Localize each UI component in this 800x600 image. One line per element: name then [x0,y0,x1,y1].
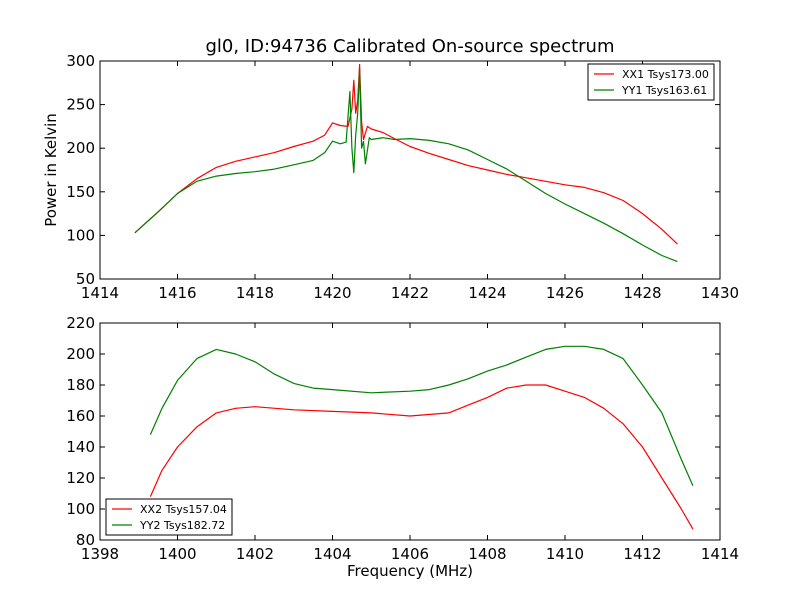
x-tick-label: 1424 [468,284,506,302]
y-tick-label: 200 [66,345,95,363]
bottom-subplot: 1398 1400 1402 1404 1406 1408 1410 1412 1414 80 10… [66,314,739,580]
legend-entry: YY1 Tsys163.61 [621,84,707,97]
x-tick-label: 1406 [391,545,429,563]
x-tick-label: 1414 [701,545,739,563]
y-tick-label: 100 [66,226,95,244]
y-tick-label: 180 [66,376,95,394]
legend: XX1 Tsys173.00 YY1 Tsys163.61 [587,63,715,101]
x-tick-label: 1422 [391,284,429,302]
x-tick-label: 1426 [546,284,584,302]
y-tick-label: 100 [66,500,95,518]
legend-entry: XX1 Tsys173.00 [622,68,709,81]
series-line-2 [134,69,678,263]
legend-entry: XX2 Tsys157.04 [140,503,227,516]
x-tick-label: 1420 [313,284,351,302]
figure-title: gl0, ID:94736 Calibrated On-source spect… [205,36,614,57]
x-tick-label: 1400 [158,545,196,563]
x-tick-label: 1408 [468,545,506,563]
y-tick-label: 140 [66,438,95,456]
x-tick-label: 1404 [313,545,351,563]
y-tick-label: 80 [76,531,95,549]
y-tick-label: 250 [66,96,95,114]
y-tick-label: 160 [66,407,95,425]
series-line-2 [149,345,694,487]
x-tick-label: 1412 [623,545,661,563]
legend: XX2 Tsys157.04 YY2 Tsys182.72 [105,498,233,536]
x-axis-label: Frequency (MHz) [347,562,473,580]
x-tick-label: 1398 [81,545,119,563]
y-tick-label: 120 [66,469,95,487]
x-tick-label: 1418 [236,284,274,302]
y-tick-label: 50 [76,270,95,288]
y-tick-label: 220 [66,314,95,332]
x-tick-label: 1402 [236,545,274,563]
legend-box [105,498,233,536]
top-subplot: 1414 1416 1418 1420 1422 1424 1426 1428 1430 50 10… [42,52,739,302]
y-tick-label: 200 [66,139,95,157]
y-axis-label: Power in Kelvin [42,113,60,227]
series-line-1 [149,384,694,530]
legend-box [587,63,715,101]
x-tick-label: 1410 [546,545,584,563]
x-tick-label: 1416 [158,284,196,302]
series-line-1 [134,63,678,245]
y-tick-label: 300 [66,52,95,70]
x-tick-label: 1428 [623,284,661,302]
legend-entry: YY2 Tsys182.72 [139,519,225,532]
x-tick-label: 1430 [701,284,739,302]
y-tick-label: 150 [66,183,95,201]
x-tick-label: 1414 [81,284,119,302]
